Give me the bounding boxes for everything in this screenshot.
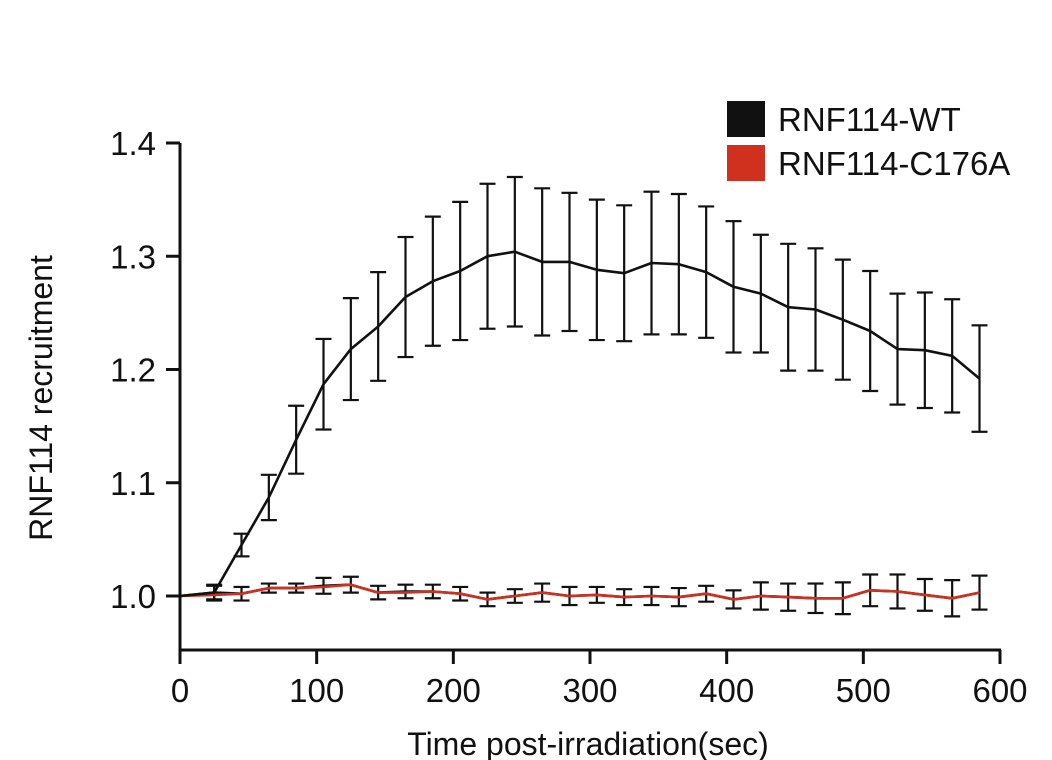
y-tick-label: 1.1: [110, 465, 156, 502]
legend-label-wt: RNF114-WT: [778, 101, 961, 138]
legend: RNF114-WT RNF114-C176A: [727, 101, 1010, 182]
x-axis-title: Time post-irradiation(sec): [407, 726, 769, 760]
x-axis: 0 100 200 300 400 500 600: [171, 648, 1028, 709]
y-tick-label: 1.4: [110, 125, 156, 162]
y-axis-title: RNF114 recruitment: [23, 255, 59, 541]
series-line-c176a: [179, 583, 980, 601]
y-tick-label: 1.3: [110, 238, 156, 275]
x-tick-label: 500: [836, 672, 891, 709]
legend-label-c176a: RNF114-C176A: [778, 145, 1010, 182]
plot-area: [179, 175, 988, 618]
legend-swatch-c176a: [727, 145, 765, 181]
x-tick-label: 0: [171, 672, 189, 709]
series-line-wt: [179, 250, 981, 598]
y-tick-label: 1.2: [110, 352, 156, 389]
error-bars-c176a: [206, 573, 988, 618]
x-tick-label: 100: [289, 672, 344, 709]
y-axis: 1.0 1.1 1.2 1.3 1.4: [110, 125, 182, 651]
legend-swatch-wt: [727, 101, 765, 137]
x-tick-label: 300: [562, 672, 617, 709]
y-tick-label: 1.0: [110, 578, 156, 615]
x-tick-label: 200: [426, 672, 481, 709]
x-tick-label: 400: [699, 672, 754, 709]
error-bars-wt: [206, 175, 988, 601]
x-tick-label: 600: [972, 672, 1027, 709]
